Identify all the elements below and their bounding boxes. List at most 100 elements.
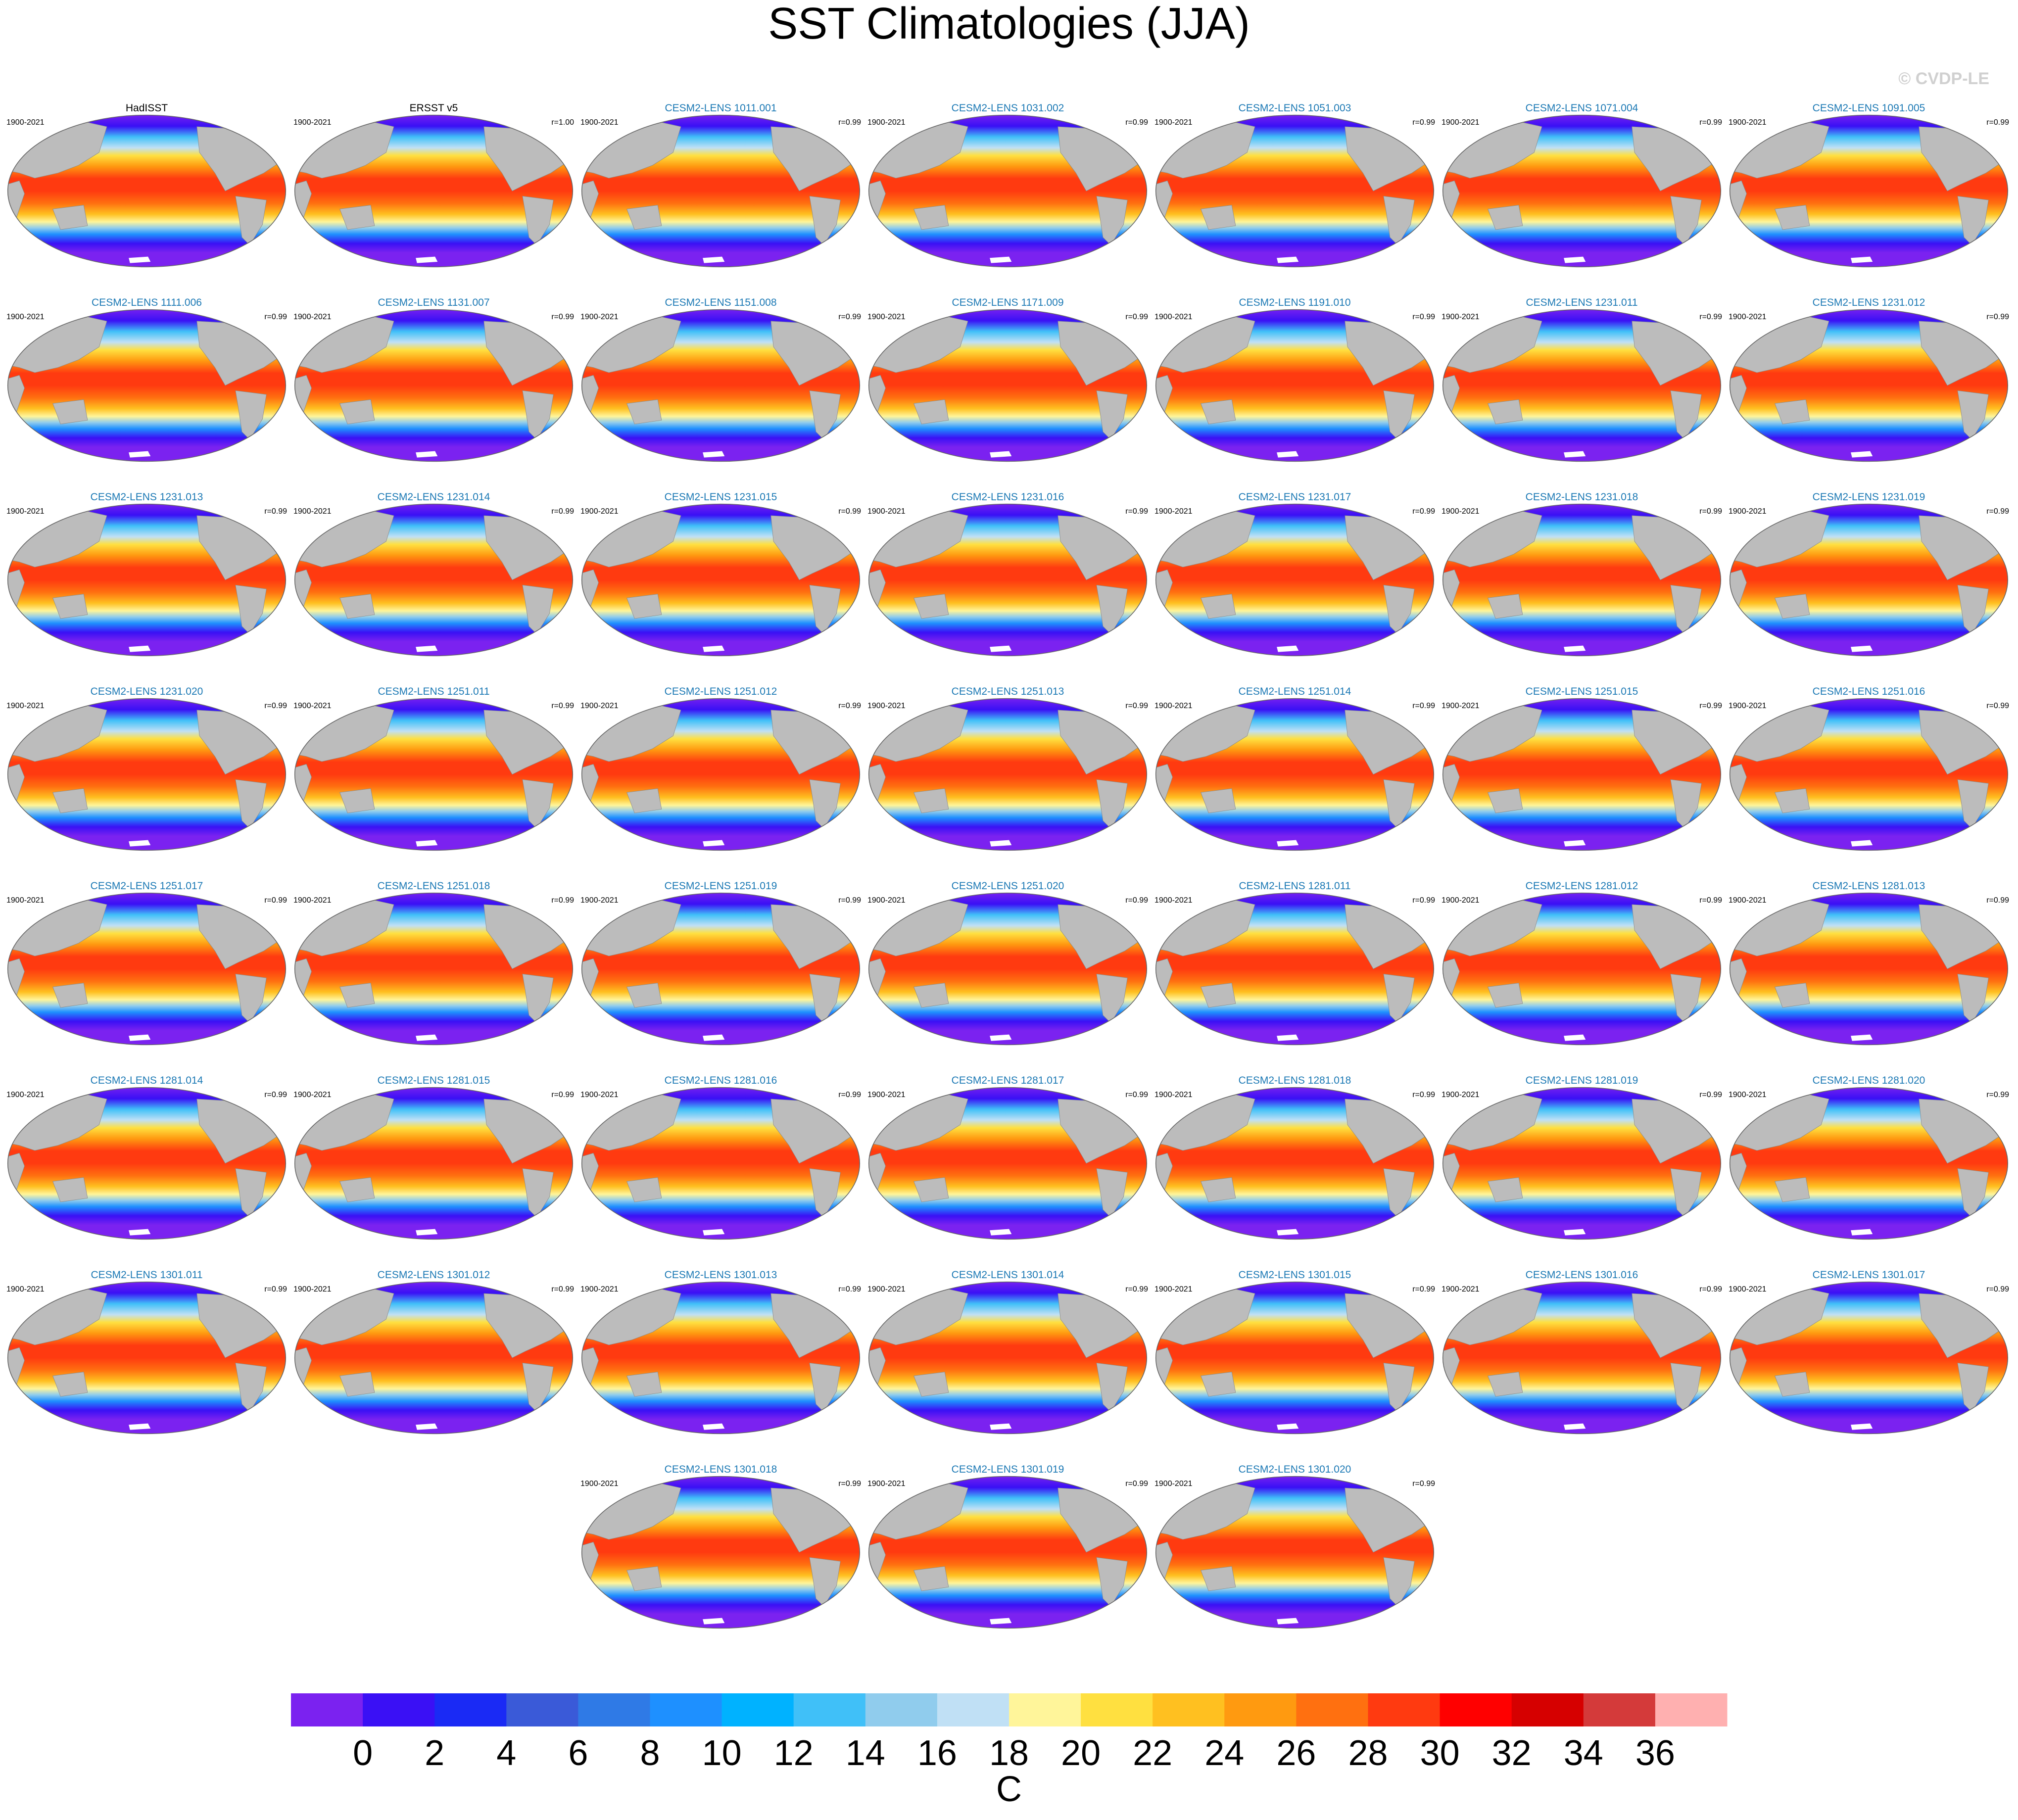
map <box>1441 114 1722 268</box>
map-panel: CESM2-LENS 1231.018 1900-2021 r=0.99 <box>1441 491 1722 657</box>
map-panel: CESM2-LENS 1091.005 1900-2021 r=0.99 <box>1729 102 2009 268</box>
map <box>1729 308 2009 463</box>
panel-correlation: r=0.99 <box>1125 1285 1148 1293</box>
map-panel: CESM2-LENS 1131.007 1900-2021 r=0.99 <box>293 297 574 463</box>
map <box>867 1086 1148 1241</box>
map <box>1441 697 1722 852</box>
map <box>1154 114 1435 268</box>
panel-correlation: r=0.99 <box>551 702 574 710</box>
map <box>293 892 574 1046</box>
map-panel: CESM2-LENS 1281.011 1900-2021 r=0.99 <box>1154 880 1435 1046</box>
panel-period: 1900-2021 <box>1154 313 1193 321</box>
map-panel: CESM2-LENS 1301.020 1900-2021 r=0.99 <box>1154 1464 1435 1629</box>
panel-title: CESM2-LENS 1011.001 <box>665 102 776 114</box>
map <box>867 114 1148 268</box>
map <box>867 308 1148 463</box>
panel-correlation: r=0.99 <box>264 313 287 321</box>
map-panel: CESM2-LENS 1231.016 1900-2021 r=0.99 <box>867 491 1148 657</box>
panel-title: CESM2-LENS 1281.015 <box>378 1075 490 1086</box>
map <box>1729 1281 2009 1435</box>
panel-period: 1900-2021 <box>580 313 619 321</box>
figure-title: SST Climatologies (JJA) <box>768 0 1250 48</box>
panel-title: CESM2-LENS 1301.016 <box>1526 1269 1638 1281</box>
map <box>1441 1086 1722 1241</box>
panel-correlation: r=0.99 <box>1986 1285 2009 1293</box>
map <box>1154 697 1435 852</box>
map-panel: CESM2-LENS 1281.015 1900-2021 r=0.99 <box>293 1075 574 1241</box>
map <box>1154 892 1435 1046</box>
panel-title: CESM2-LENS 1231.020 <box>91 686 203 697</box>
panel-title: CESM2-LENS 1281.014 <box>91 1075 203 1086</box>
map-panel: CESM2-LENS 1301.014 1900-2021 r=0.99 <box>867 1269 1148 1435</box>
panel-period: 1900-2021 <box>293 896 332 905</box>
panel-period: 1900-2021 <box>293 702 332 710</box>
panel-title: CESM2-LENS 1251.014 <box>1239 686 1351 697</box>
panel-title: CESM2-LENS 1251.012 <box>665 686 777 697</box>
map-panel: CESM2-LENS 1281.016 1900-2021 r=0.99 <box>580 1075 861 1241</box>
map <box>867 697 1148 852</box>
panel-period: 1900-2021 <box>293 1091 332 1099</box>
map-panel: CESM2-LENS 1231.013 1900-2021 r=0.99 <box>6 491 287 657</box>
panel-correlation: r=0.99 <box>551 507 574 516</box>
map-panel: CESM2-LENS 1191.010 1900-2021 r=0.99 <box>1154 297 1435 463</box>
colorbar: 0 2 4 6 8 10 12 14 16 18 20 22 24 26 28 30 32 34 36C <box>291 1693 1728 1809</box>
panel-title: CESM2-LENS 1301.015 <box>1239 1269 1351 1281</box>
panel-period: 1900-2021 <box>1441 1091 1480 1099</box>
panel-correlation: r=0.99 <box>264 1285 287 1293</box>
panel-period: 1900-2021 <box>293 1285 332 1293</box>
map-panel: CESM2-LENS 1281.014 1900-2021 r=0.99 <box>6 1075 287 1241</box>
map <box>580 892 861 1046</box>
map-panel: CESM2-LENS 1281.013 1900-2021 r=0.99 <box>1729 880 2009 1046</box>
map-panel: CESM2-LENS 1071.004 1900-2021 r=0.99 <box>1441 102 1722 268</box>
colorbar-box <box>1655 1693 1728 1726</box>
map <box>6 892 287 1046</box>
panel-correlation: r=0.99 <box>551 896 574 905</box>
panel-correlation: r=0.99 <box>1125 313 1148 321</box>
colorbar-unit: C <box>996 1770 1022 1809</box>
panel-period: 1900-2021 <box>1441 118 1480 127</box>
panel-title: CESM2-LENS 1251.016 <box>1813 686 1925 697</box>
colorbar-box <box>937 1693 1009 1726</box>
panel-correlation: r=0.99 <box>1699 1285 1722 1293</box>
panel-period: 1900-2021 <box>1729 702 1767 710</box>
map <box>1441 1281 1722 1435</box>
panel-title: CESM2-LENS 1281.011 <box>1239 880 1350 892</box>
panel-correlation: r=0.99 <box>264 507 287 516</box>
map <box>580 1086 861 1241</box>
map-panel: CESM2-LENS 1251.019 1900-2021 r=0.99 <box>580 880 861 1046</box>
panels: HadISST 1900-2021 ERSST v5 1900-2021 r=1.00 C… <box>6 102 2009 1629</box>
map <box>580 1475 861 1629</box>
colorbar-tick-label: 8 <box>640 1733 660 1773</box>
panel-correlation: r=0.99 <box>1986 702 2009 710</box>
panel-correlation: r=0.99 <box>1125 1091 1148 1099</box>
map <box>6 308 287 463</box>
colorbar-box <box>1583 1693 1656 1726</box>
panel-period: 1900-2021 <box>867 313 906 321</box>
map <box>1729 697 2009 852</box>
panel-period: 1900-2021 <box>867 118 906 127</box>
panel-title: CESM2-LENS 1301.020 <box>1239 1464 1351 1475</box>
colorbar-tick-label: 10 <box>702 1733 742 1773</box>
map-panel: CESM2-LENS 1011.001 1900-2021 r=0.99 <box>580 102 861 268</box>
colorbar-tick-label: 2 <box>425 1733 444 1773</box>
panel-correlation: r=0.99 <box>1412 1285 1435 1293</box>
map-panel: CESM2-LENS 1281.020 1900-2021 r=0.99 <box>1729 1075 2009 1241</box>
map <box>580 1281 861 1435</box>
map <box>580 308 861 463</box>
panel-period: 1900-2021 <box>6 1091 45 1099</box>
panel-period: 1900-2021 <box>1441 896 1480 905</box>
map-panel: CESM2-LENS 1251.012 1900-2021 r=0.99 <box>580 686 861 852</box>
map-panel: CESM2-LENS 1251.015 1900-2021 r=0.99 <box>1441 686 1722 852</box>
panel-title: CESM2-LENS 1281.013 <box>1813 880 1925 892</box>
colorbar-box <box>1511 1693 1584 1726</box>
panel-title: CESM2-LENS 1301.012 <box>378 1269 490 1281</box>
map <box>293 308 574 463</box>
map <box>1729 1086 2009 1241</box>
panel-correlation: r=0.99 <box>1125 702 1148 710</box>
colorbar-tick-label: 12 <box>774 1733 814 1773</box>
panel-title: CESM2-LENS 1191.010 <box>1239 297 1350 308</box>
map-panel: CESM2-LENS 1231.012 1900-2021 r=0.99 <box>1729 297 2009 463</box>
panel-title: CESM2-LENS 1251.019 <box>665 880 777 892</box>
panel-title: CESM2-LENS 1281.017 <box>952 1075 1064 1086</box>
